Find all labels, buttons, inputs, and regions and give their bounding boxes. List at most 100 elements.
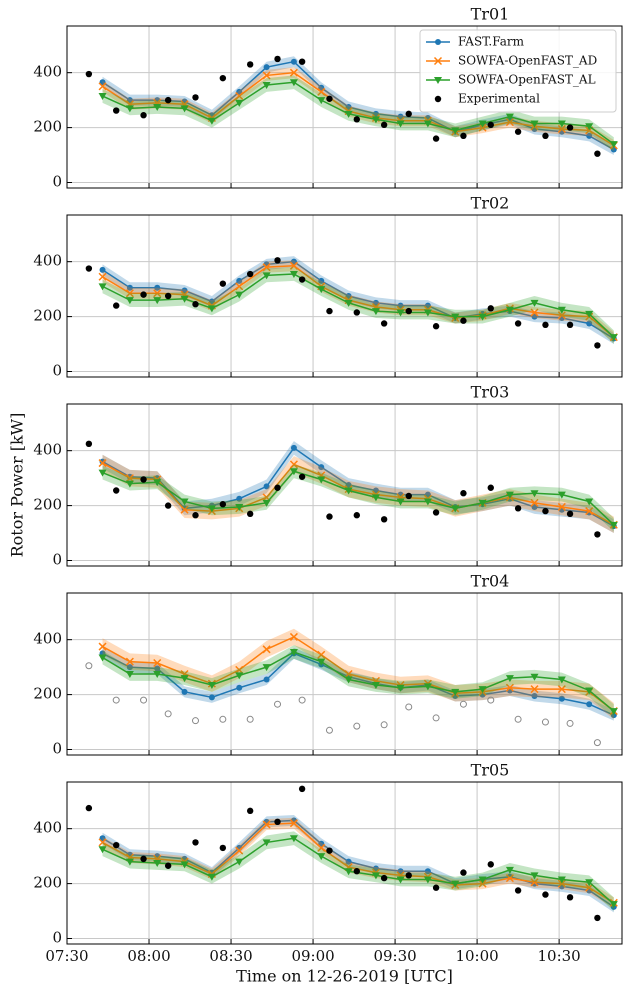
point [207, 873, 216, 881]
x-axis-label: Time on 12-26-2019 [UTC] [236, 967, 453, 985]
point [318, 464, 325, 471]
point [318, 277, 325, 284]
point [557, 124, 566, 133]
point [289, 261, 298, 270]
point [609, 708, 618, 716]
point [125, 480, 134, 488]
point [85, 265, 93, 272]
plot-frame [66, 403, 623, 567]
point [98, 459, 107, 468]
point [566, 124, 574, 131]
point [451, 688, 460, 696]
point [609, 334, 618, 342]
point [180, 861, 189, 869]
point [371, 116, 380, 124]
uncertainty-band [102, 260, 614, 343]
uncertainty-band [102, 464, 614, 532]
point [219, 74, 227, 82]
point [344, 669, 353, 679]
point [397, 868, 404, 875]
legend-label: SOWFA-OpenFAST_AL [458, 73, 596, 87]
point [396, 120, 405, 128]
point [125, 858, 134, 866]
point [98, 93, 107, 101]
y-tick-label: 0 [52, 173, 62, 191]
point [325, 726, 333, 734]
panel: Tr03 0 200 400 Rotor Power [kW] [8, 383, 623, 569]
point [609, 901, 618, 909]
point [164, 502, 172, 509]
point [405, 703, 413, 711]
point [423, 498, 432, 506]
point [487, 484, 494, 491]
point [487, 305, 494, 312]
point [585, 687, 594, 695]
panel-title: Tr05 [471, 761, 510, 780]
series-line [102, 652, 615, 716]
point [514, 715, 522, 723]
point [344, 487, 353, 495]
point [451, 127, 460, 135]
plot-frame [66, 214, 623, 378]
point [181, 688, 188, 695]
series-line [102, 819, 615, 908]
panel: Tr05 07:30 08:00 08:30 09:00 09:30 10:00 10:30 0… [33, 761, 623, 985]
uncertainty-band [102, 454, 614, 534]
point [317, 97, 326, 105]
point [542, 891, 549, 898]
series-line [102, 462, 615, 526]
point [246, 715, 254, 723]
point [557, 311, 566, 320]
point [98, 838, 107, 847]
point [397, 302, 404, 309]
point [478, 123, 487, 132]
point [594, 342, 601, 349]
point [397, 113, 404, 120]
point [593, 739, 601, 747]
point [99, 266, 106, 273]
point [353, 868, 361, 875]
point [530, 878, 539, 887]
panel-title: Tr04 [471, 572, 510, 591]
series-line [102, 822, 615, 904]
y-tick-label: 200 [33, 307, 62, 325]
point [289, 271, 298, 279]
point [181, 287, 188, 294]
point [423, 309, 432, 317]
legend-marker [435, 39, 441, 45]
point [459, 700, 467, 708]
point [192, 94, 199, 101]
point [371, 308, 380, 316]
point [558, 695, 565, 702]
point [98, 642, 107, 651]
point [235, 503, 244, 511]
plot-frame [66, 592, 623, 756]
point [85, 70, 93, 78]
point [235, 665, 244, 674]
point [514, 887, 522, 894]
point [207, 681, 216, 689]
point [460, 490, 467, 497]
point [164, 96, 172, 104]
point [585, 507, 594, 516]
point [246, 510, 254, 518]
point [396, 309, 405, 317]
panel: Tr01 0 200 400 FAST.Farm SOWFA-OpenFAST_AD SOW… [33, 5, 623, 191]
point [298, 473, 306, 480]
point [289, 460, 298, 469]
point [235, 846, 244, 855]
point [153, 479, 162, 487]
plot-area [67, 404, 622, 566]
point [423, 683, 432, 691]
y-tick-label: 400 [33, 441, 62, 459]
uncertainty-band [102, 647, 614, 721]
point [344, 868, 353, 876]
point [478, 313, 487, 321]
point [531, 692, 538, 699]
point [557, 491, 566, 499]
point [98, 654, 107, 662]
point [180, 498, 189, 506]
point [371, 872, 380, 880]
point [289, 468, 298, 476]
point [274, 55, 281, 63]
